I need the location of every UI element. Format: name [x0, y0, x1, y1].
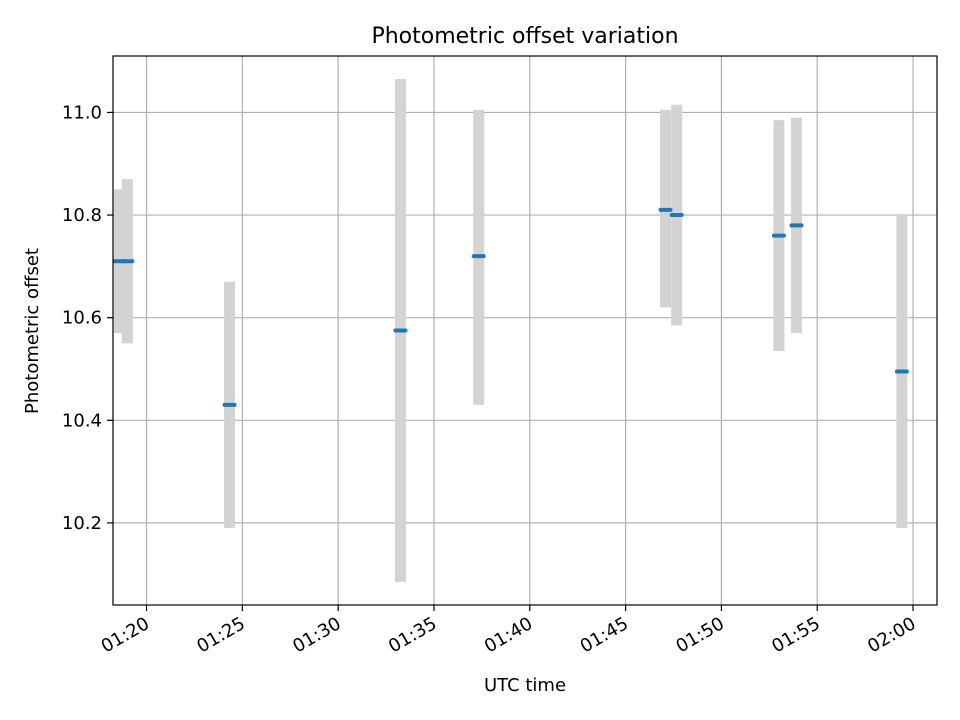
grid-layer — [113, 56, 937, 605]
y-tick-label: 10.2 — [62, 513, 102, 534]
y-tick-label: 11.0 — [62, 102, 102, 123]
y-tick-label: 10.8 — [62, 205, 102, 226]
y-tick-label: 10.4 — [62, 410, 102, 431]
y-tick-label: 10.6 — [62, 308, 102, 329]
y-axis-label: Photometric offset — [22, 248, 43, 414]
x-axis-label: UTC time — [484, 675, 566, 696]
marker-layer — [112, 207, 909, 407]
chart-title: Photometric offset variation — [371, 24, 678, 49]
plot-area-frame — [112, 55, 938, 606]
